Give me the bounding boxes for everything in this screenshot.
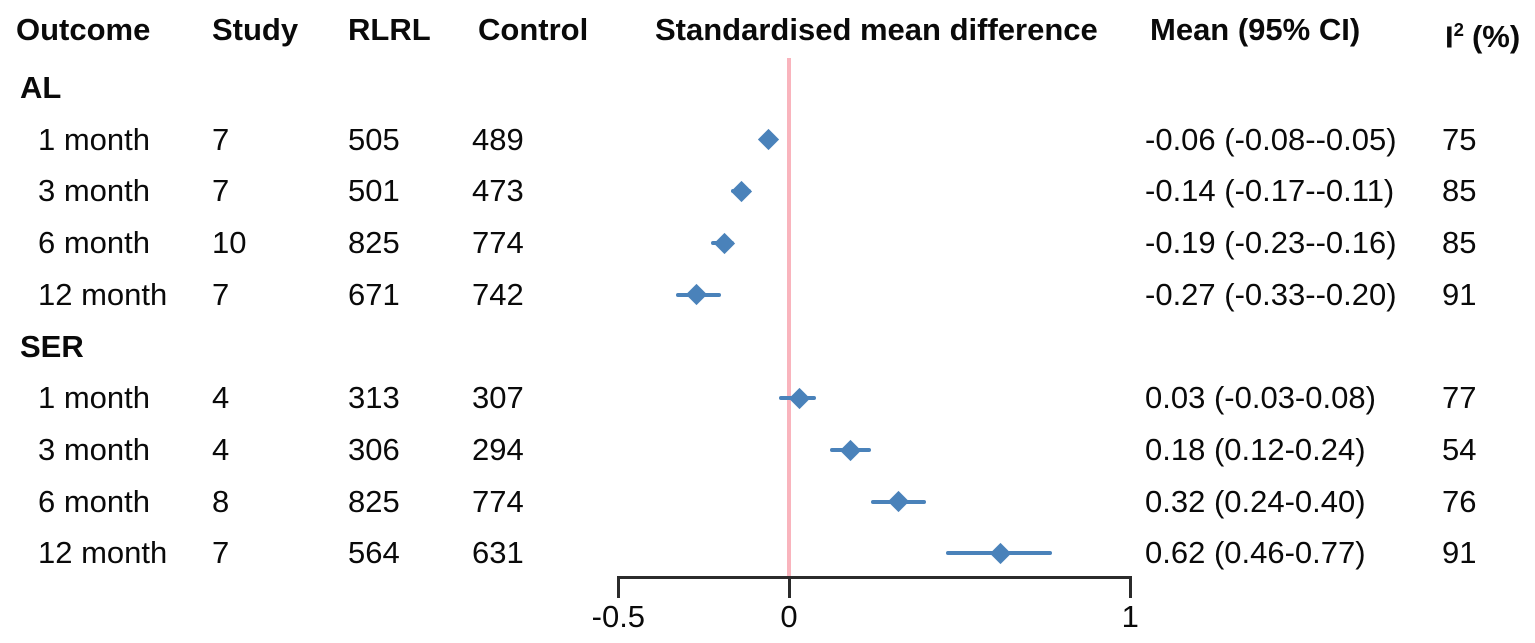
i2-cell: 85 [1442,173,1477,209]
column-header-control: Control [478,12,589,47]
mean-ci-cell: 0.18 (0.12-0.24) [1145,432,1366,468]
rlrl-n-cell: 825 [348,225,400,261]
zero-reference-line [787,58,791,576]
rlrl-n-cell: 313 [348,380,400,416]
outcome-cell: 12 month [38,276,168,312]
outcome-cell: 3 month [38,432,151,468]
outcome-cell: 3 month [38,173,151,209]
outcome-cell: 1 month [38,121,151,157]
i2-letter: I [1445,19,1454,55]
mean-diamond-shape [730,180,752,203]
column-header-mean-ci: Mean (95% CI) [1150,12,1361,47]
study-count-cell: 10 [212,225,247,261]
x-axis-tick [1128,576,1132,598]
mean-ci-cell: -0.06 (-0.08--0.05) [1145,121,1397,157]
mean-diamond-marker [757,129,780,151]
mean-ci-cell: 0.32 (0.24-0.40) [1145,483,1366,519]
study-count-cell: 8 [212,483,230,519]
x-axis-tick-label: 1 [1121,599,1139,634]
study-count-cell: 7 [212,173,230,209]
study-count-cell: 4 [212,380,230,416]
control-n-cell: 473 [472,173,524,209]
i2-cell: 85 [1442,225,1477,261]
mean-diamond-shape [839,439,862,461]
x-axis-tick-label: -0.5 [591,599,646,634]
column-header-smd: Standardised mean difference [655,12,1098,47]
x-axis-line [616,576,1132,579]
i2-superscript: 2 [1453,19,1464,40]
mean-diamond-shape [757,129,780,151]
control-n-cell: 631 [472,535,524,571]
study-count-cell: 7 [212,535,230,571]
study-count-cell: 4 [212,432,230,468]
group-label: AL [20,70,62,105]
column-header-study: Study [212,12,299,47]
rlrl-n-cell: 671 [348,276,400,312]
mean-diamond-marker [887,491,909,513]
mean-diamond-shape [887,491,909,513]
mean-ci-cell: -0.27 (-0.33--0.20) [1145,276,1397,312]
control-n-cell: 774 [472,225,524,261]
mean-diamond-shape [713,232,735,254]
column-header-outcome: Outcome [16,12,151,47]
rlrl-n-cell: 825 [348,483,400,519]
i2-cell: 54 [1442,432,1477,468]
study-count-cell: 7 [212,276,230,312]
mean-diamond-marker [730,180,752,203]
mean-diamond-marker [989,542,1012,565]
mean-diamond-marker [839,439,862,461]
mean-ci-cell: 0.62 (0.46-0.77) [1145,535,1366,571]
control-n-cell: 489 [472,121,524,157]
mean-diamond-shape [686,284,708,306]
mean-diamond-shape [788,387,810,409]
rlrl-n-cell: 505 [348,121,400,157]
mean-diamond-marker [713,232,735,254]
mean-ci-cell: -0.14 (-0.17--0.11) [1145,173,1395,209]
control-n-cell: 774 [472,483,524,519]
i2-cell: 75 [1442,121,1477,157]
i2-cell: 77 [1442,380,1477,416]
control-n-cell: 742 [472,276,524,312]
i2-percent: (%) [1471,19,1521,55]
mean-diamond-shape [989,542,1012,565]
i2-cell: 91 [1442,535,1477,571]
mean-ci-cell: 0.03 (-0.03-0.08) [1145,380,1376,416]
mean-ci-cell: -0.19 (-0.23--0.16) [1145,225,1397,261]
mean-diamond-marker [788,387,810,409]
i2-cell: 91 [1442,276,1477,312]
rlrl-n-cell: 564 [348,535,400,571]
control-n-cell: 294 [472,432,524,468]
outcome-cell: 6 month [38,225,151,261]
study-count-cell: 7 [212,121,230,157]
x-axis-tick [787,576,791,598]
column-header-rlrl: RLRL [348,12,431,47]
group-label: SER [20,328,84,364]
outcome-cell: 12 month [38,535,168,571]
rlrl-n-cell: 501 [348,173,400,209]
rlrl-n-cell: 306 [348,432,400,468]
x-axis-tick-label: 0 [780,599,798,634]
control-n-cell: 307 [472,380,524,416]
outcome-cell: 1 month [38,380,151,416]
mean-diamond-marker [686,284,708,306]
x-axis-tick [616,576,620,598]
i2-cell: 76 [1442,483,1477,519]
outcome-cell: 6 month [38,483,151,519]
column-header-i2: I2 (%) [1445,10,1520,57]
